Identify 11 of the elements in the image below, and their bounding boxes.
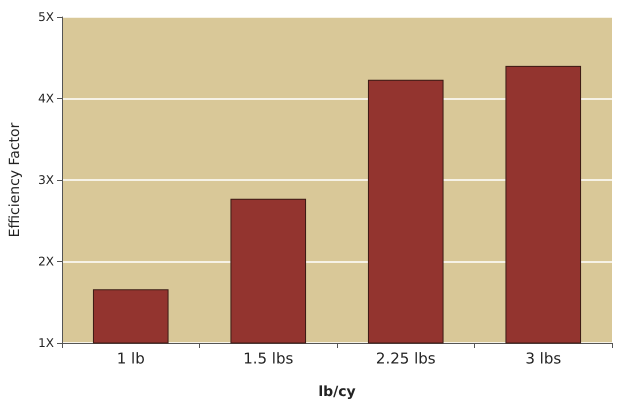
y-tick-label: 5X — [38, 10, 54, 24]
x-tick-label: 1 lb — [116, 350, 145, 368]
x-tick-label: 1.5 lbs — [243, 350, 294, 368]
y-tick-label: 3X — [38, 173, 54, 187]
y-tick-label: 4X — [38, 92, 54, 106]
y-axis-title: Efficiency Factor — [7, 122, 23, 238]
x-tick-label: 3 lbs — [525, 350, 562, 368]
y-tick-label: 2X — [38, 254, 54, 268]
x-axis-title: lb/cy — [318, 384, 356, 400]
x-tick-label: 2.25 lbs — [376, 350, 436, 368]
y-tick-label: 1X — [38, 336, 54, 350]
